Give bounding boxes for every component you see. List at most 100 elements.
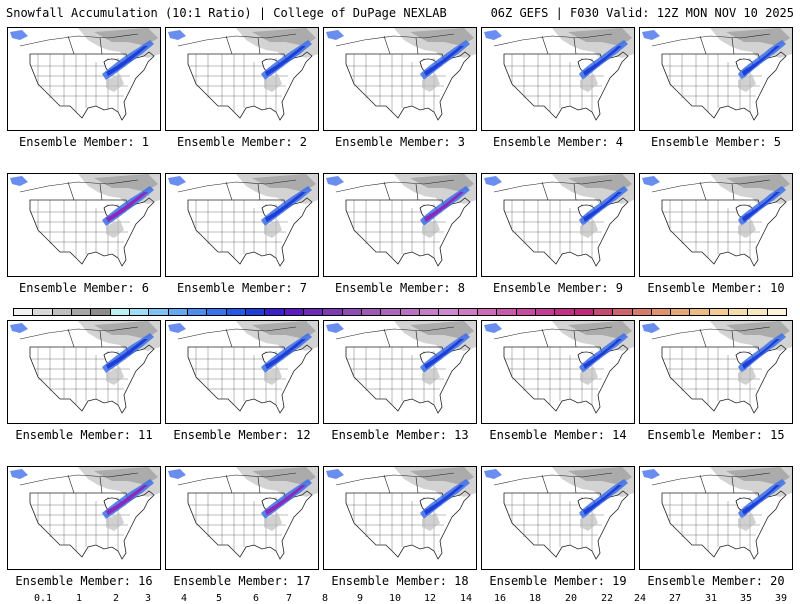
colorbar-swatch [129, 309, 150, 315]
light-snow-shading [106, 220, 124, 238]
terrain-shading [252, 467, 316, 485]
terrain-shading [94, 28, 158, 46]
colorbar-swatch [400, 309, 420, 315]
terrain-shading [252, 28, 316, 46]
colorbar-swatch [342, 309, 362, 315]
light-snow-shading [264, 74, 282, 92]
colorbar-tick-label: 1 [75, 593, 83, 604]
ensemble-member-label: Ensemble Member: 4 [492, 135, 624, 149]
colorbar-swatch [458, 309, 478, 315]
colorbar-swatch [651, 309, 672, 315]
ensemble-member-panel: Ensemble Member: 5 [639, 27, 793, 154]
colorbar-swatch [14, 309, 34, 315]
snow-shading [168, 30, 186, 40]
colorbar-swatch [323, 309, 343, 315]
light-snow-shading [580, 74, 598, 92]
colorbar-swatch [748, 309, 768, 315]
snowfall-map [639, 27, 793, 131]
light-snow-shading [580, 367, 598, 385]
snow-core [424, 339, 464, 369]
ensemble-member-label: Ensemble Member: 9 [492, 281, 624, 295]
colorbar-swatch [303, 309, 324, 315]
light-snow-shading [106, 513, 124, 531]
snowfall-map [7, 466, 161, 570]
snowfall-map [165, 466, 319, 570]
ensemble-member-panel: Ensemble Member: 1 [7, 27, 161, 154]
colorbar-swatch [245, 309, 266, 315]
ensemble-member-panel: Ensemble Member: 2 [165, 27, 319, 154]
snowfall-map [323, 466, 477, 570]
terrain-shading [252, 321, 316, 339]
terrain-shading [410, 28, 474, 46]
snow-shading [10, 323, 28, 333]
snow-shading [484, 30, 502, 40]
ensemble-member-panel: Ensemble Member: 11 [7, 320, 161, 447]
colorbar-tick-label: 20 [564, 593, 578, 604]
colorbar-swatch [709, 309, 730, 315]
snow-shading [642, 176, 660, 186]
colorbar-tick-label: 6 [252, 593, 260, 604]
snowfall-map [165, 320, 319, 424]
ensemble-member-label: Ensemble Member: 1 [18, 135, 150, 149]
ensemble-member-panel: Ensemble Member: 18 [323, 466, 477, 593]
colorbar-swatch [187, 309, 208, 315]
ensemble-member-label: Ensemble Member: 13 [331, 428, 469, 442]
snow-core [106, 485, 148, 515]
colorbar-swatch [516, 309, 536, 315]
snowfall-map [165, 27, 319, 131]
snow-core [583, 339, 622, 369]
light-snow-shading [264, 220, 282, 238]
colorbar-swatch [361, 309, 382, 315]
colorbar-tick-label: 3 [144, 593, 152, 604]
map-boundaries [651, 33, 787, 121]
snow-core [424, 192, 464, 222]
light-snow-shading [580, 220, 598, 238]
colorbar-swatch [671, 309, 691, 315]
colorbar-swatch [207, 309, 227, 315]
ensemble-member-label: Ensemble Member: 10 [647, 281, 785, 295]
ensemble-member-panel: Ensemble Member: 13 [323, 320, 477, 447]
snow-shading [10, 176, 28, 186]
colorbar-swatch [52, 309, 72, 315]
colorbar-tick-labels: 0.1 1 2 3 4 5 6 7 8 9 10 12 14 16 18 20 22 24 27 31 35 39 [26, 594, 800, 604]
terrain-shading [726, 321, 790, 339]
colorbar-swatch [497, 309, 517, 315]
colorbar-swatch [574, 309, 594, 315]
snow-shading [326, 30, 344, 40]
snow-shading [168, 323, 186, 333]
colorbar-swatch [265, 309, 285, 315]
ensemble-member-label: Ensemble Member: 2 [176, 135, 308, 149]
colorbar-swatch [419, 309, 440, 315]
snow-shading [10, 469, 28, 479]
colorbar-swatch [168, 309, 188, 315]
snow-shading [168, 469, 186, 479]
light-snow-shading [580, 513, 598, 531]
light-snow-shading [264, 367, 282, 385]
colorbar-swatch [33, 309, 53, 315]
snowfall-map [639, 466, 793, 570]
terrain-shading [94, 467, 158, 485]
snow-core [265, 339, 306, 369]
snow-core [742, 339, 780, 369]
snow-shading [326, 469, 344, 479]
ensemble-member-label: Ensemble Member: 16 [15, 574, 153, 588]
snow-core [265, 485, 306, 515]
ensemble-member-panel: Ensemble Member: 3 [323, 27, 477, 154]
ensemble-member-label: Ensemble Member: 12 [173, 428, 311, 442]
terrain-shading [568, 321, 632, 339]
colorbar-swatch [729, 309, 749, 315]
colorbar-swatch [555, 309, 575, 315]
ensemble-member-label: Ensemble Member: 11 [15, 428, 153, 442]
run-valid-time: 06Z GEFS | F030 Valid: 12Z MON NOV 10 20… [490, 6, 794, 20]
snow-core [106, 46, 148, 76]
terrain-shading [252, 174, 316, 192]
ensemble-member-label: Ensemble Member: 14 [489, 428, 627, 442]
terrain-shading [94, 174, 158, 192]
colorbar-tick-label: 22 [600, 593, 614, 604]
snow-core [742, 485, 780, 515]
snow-shading [484, 176, 502, 186]
colorbar-swatch [381, 309, 401, 315]
snowfall-map [481, 173, 635, 277]
colorbar-tick-label: 9 [356, 593, 364, 604]
colorbar-swatch [439, 309, 459, 315]
